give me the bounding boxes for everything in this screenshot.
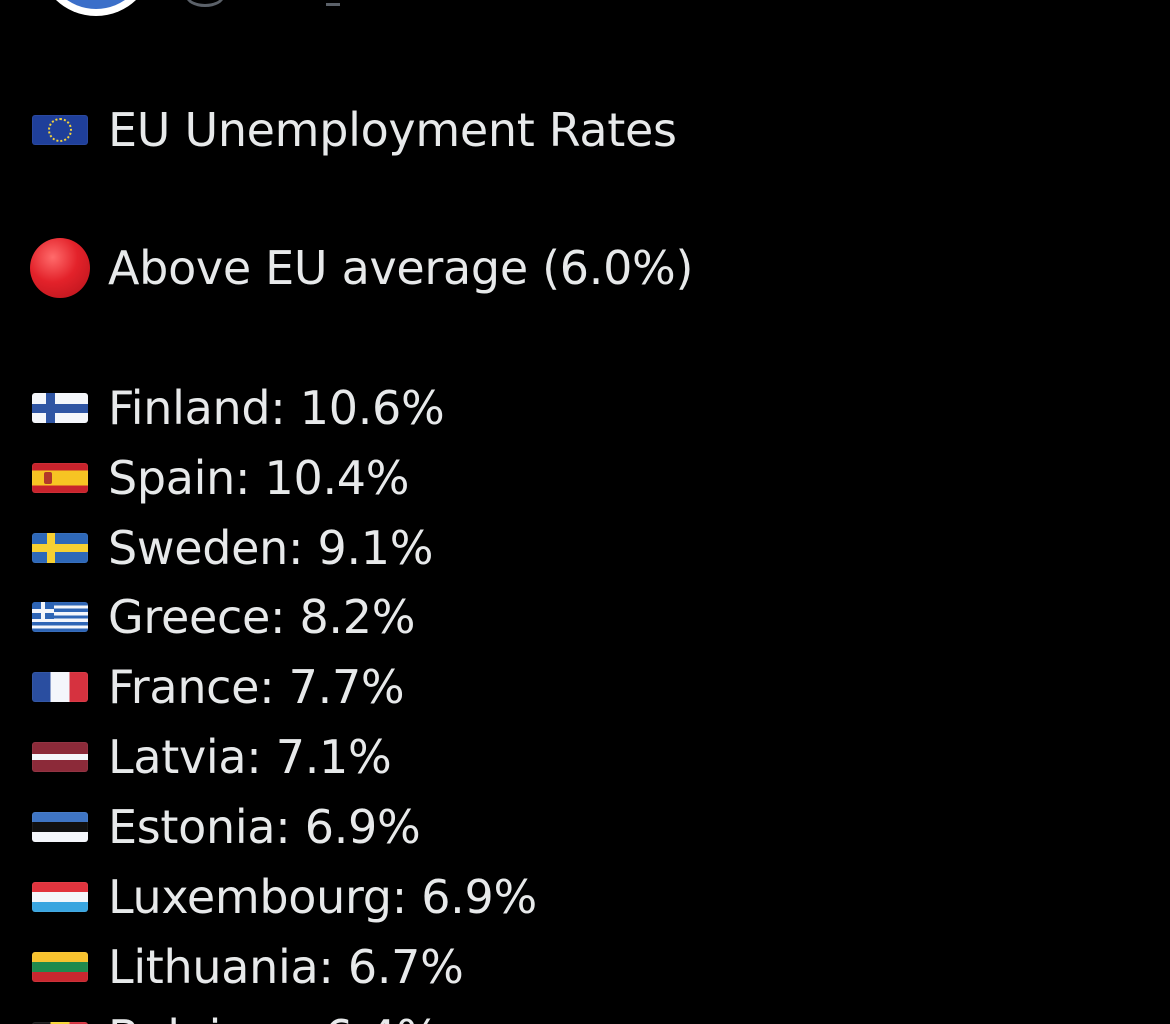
post-subtitle: Above EU average (6.0%) <box>108 241 694 295</box>
spain-flag-icon <box>32 463 88 493</box>
country-rate: France: 7.7% <box>108 660 405 714</box>
country-rate: Finland: 10.6% <box>108 381 445 435</box>
country-rate: Sweden: 9.1% <box>108 521 434 575</box>
luxembourg-flag-icon <box>32 882 88 912</box>
greece-flag-icon <box>32 602 88 632</box>
list-item: Sweden: 9.1% <box>32 518 433 578</box>
finland-flag-icon <box>32 393 88 423</box>
list-item: Greece: 8.2% <box>32 587 415 647</box>
handle-fragment <box>186 0 224 7</box>
country-rate: Latvia: 7.1% <box>108 730 392 784</box>
avatar[interactable] <box>38 0 154 16</box>
post-title-line: EU Unemployment Rates <box>32 100 677 160</box>
country-rate: Belgium: 6.4% <box>108 1007 440 1024</box>
handle-fragment-underscore <box>326 3 340 6</box>
list-item: Estonia: 6.9% <box>32 797 421 857</box>
post-subtitle-line: Above EU average (6.0%) <box>30 238 694 298</box>
avatar-image <box>45 0 147 9</box>
list-item: Luxembourg: 6.9% <box>32 867 537 927</box>
list-item: Lithuania: 6.7% <box>32 937 464 997</box>
list-item: Latvia: 7.1% <box>32 727 392 787</box>
country-rate: Estonia: 6.9% <box>108 800 421 854</box>
red-circle-icon <box>30 238 90 298</box>
country-rate: Spain: 10.4% <box>108 451 410 505</box>
country-rate: Greece: 8.2% <box>108 590 416 644</box>
france-flag-icon <box>32 672 88 702</box>
belgium-flag-icon <box>32 1022 88 1024</box>
list-item: Finland: 10.6% <box>32 378 445 438</box>
list-item: France: 7.7% <box>32 657 405 717</box>
list-item: Spain: 10.4% <box>32 448 409 508</box>
estonia-flag-icon <box>32 812 88 842</box>
country-rate: Lithuania: 6.7% <box>108 940 464 994</box>
sweden-flag-icon <box>32 533 88 563</box>
post-title: EU Unemployment Rates <box>108 103 677 157</box>
latvia-flag-icon <box>32 742 88 772</box>
eu-flag-icon <box>32 115 88 145</box>
lithuania-flag-icon <box>32 952 88 982</box>
country-rate: Luxembourg: 6.9% <box>108 870 537 924</box>
list-item: Belgium: 6.4% <box>32 1007 440 1024</box>
